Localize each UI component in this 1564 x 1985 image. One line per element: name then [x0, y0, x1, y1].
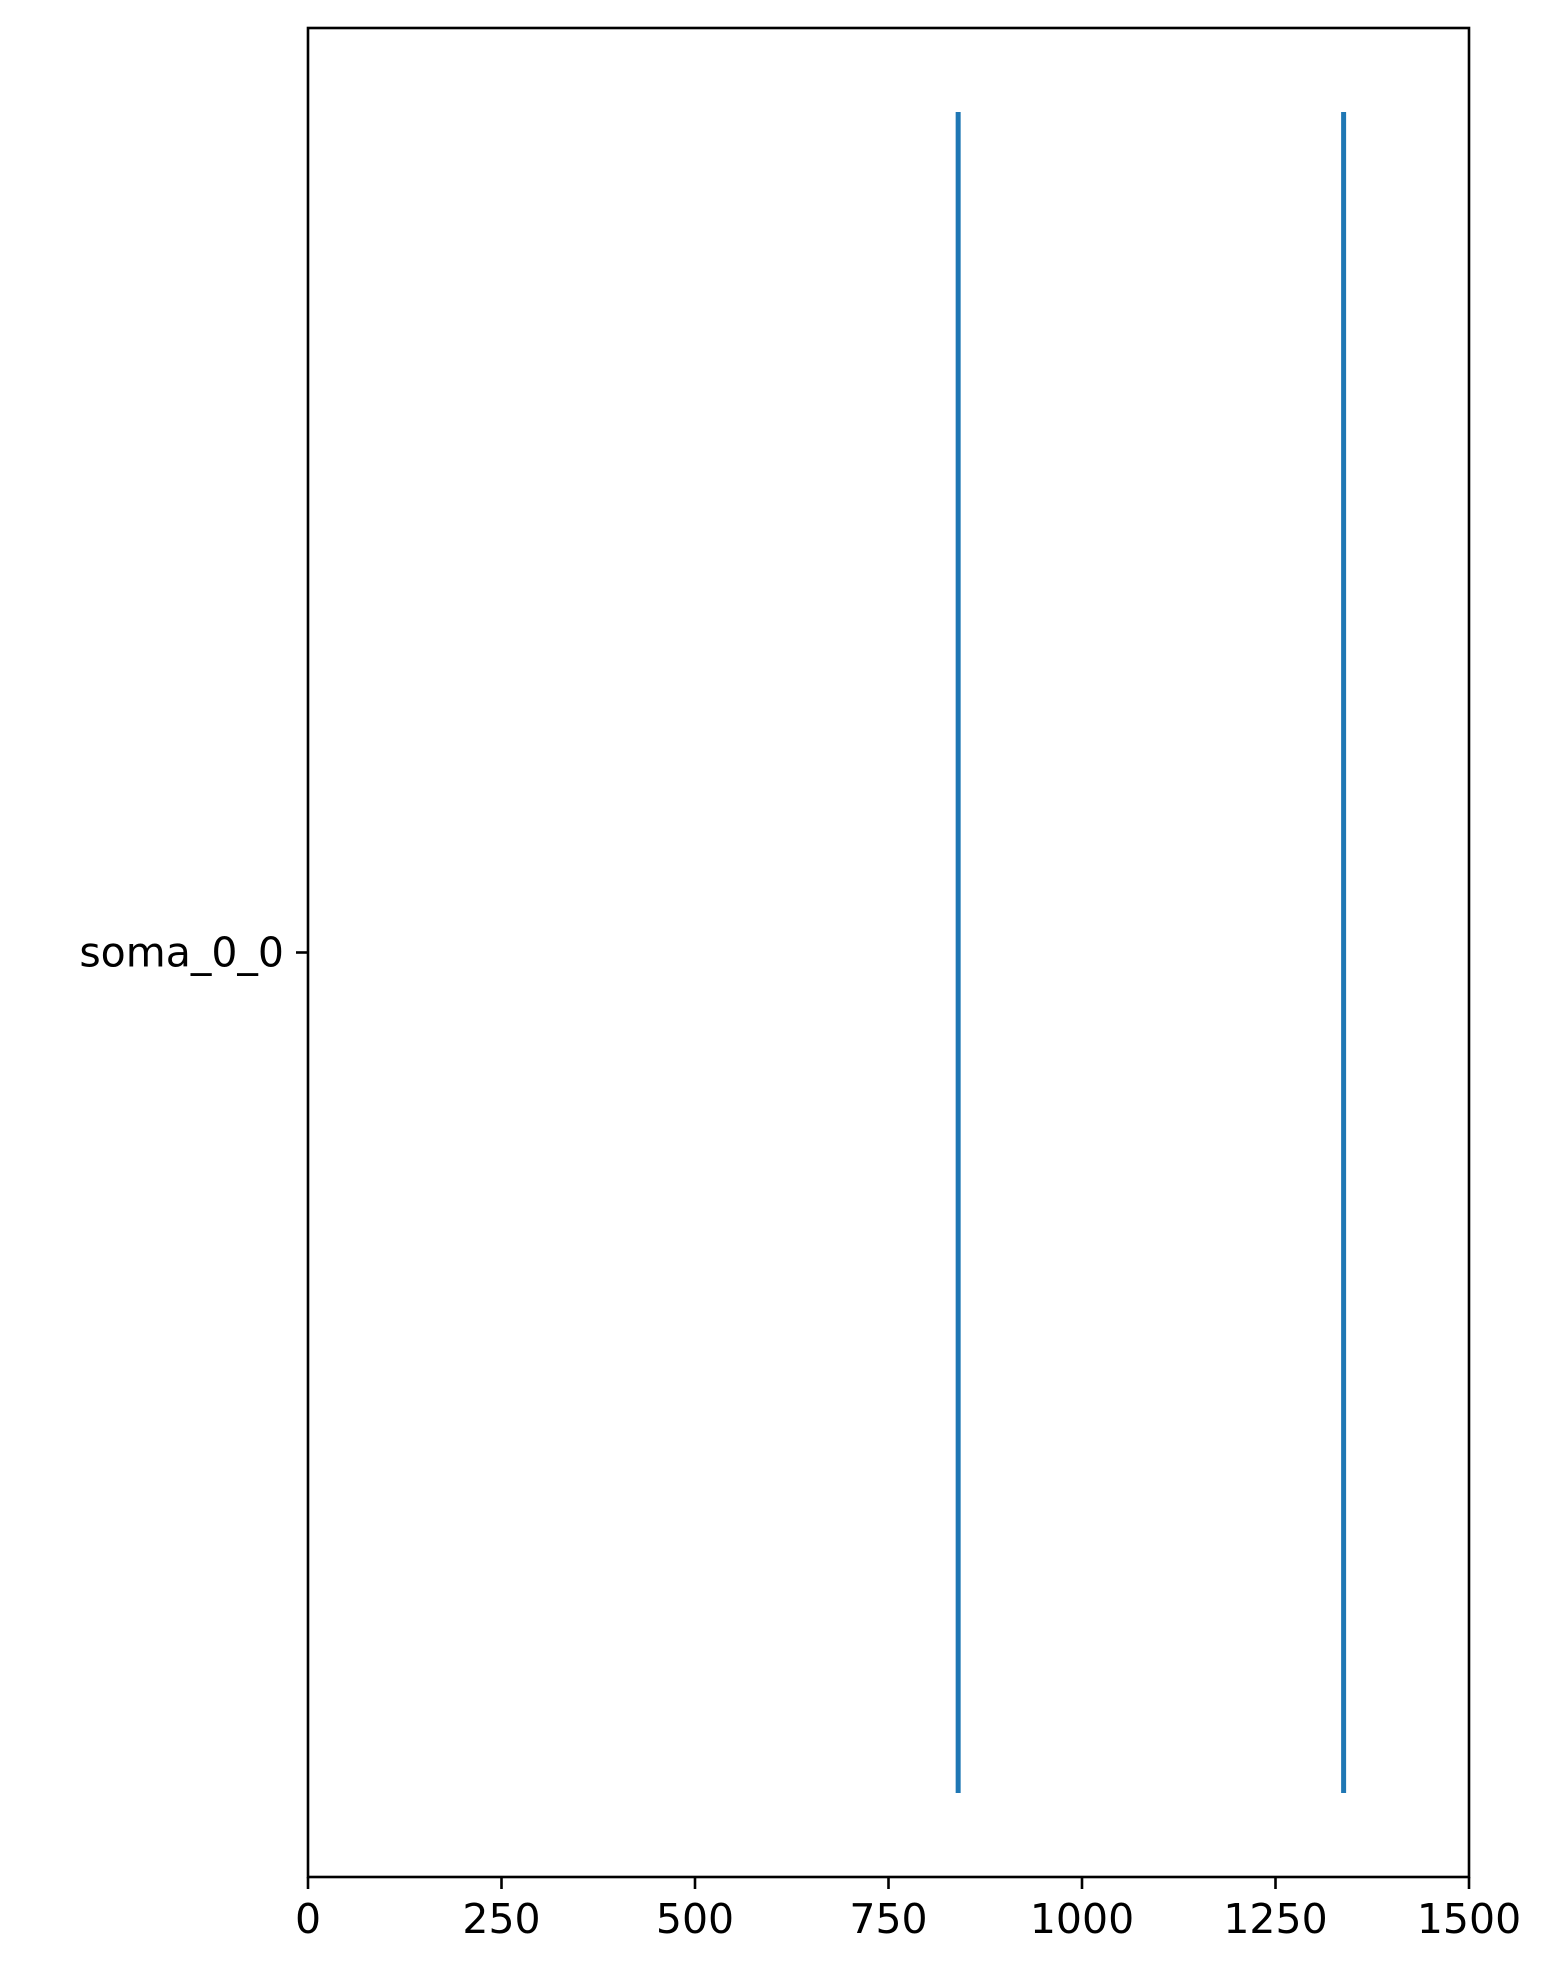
- plot-area: [308, 28, 1469, 1877]
- x-axis-ticks: 0 250 500 750 1000 1250 1500: [295, 1877, 1521, 1943]
- x-tick-label: 750: [849, 1895, 927, 1943]
- event-lines: [955, 112, 1347, 1793]
- x-tick-label: 0: [295, 1895, 321, 1943]
- y-tick-label: soma_0_0: [79, 929, 284, 977]
- x-tick-label: 250: [462, 1895, 540, 1943]
- x-tick-label: 500: [656, 1895, 734, 1943]
- x-tick-label: 1000: [1030, 1895, 1134, 1943]
- x-tick-label: 1500: [1417, 1895, 1521, 1943]
- x-tick-label: 1250: [1223, 1895, 1327, 1943]
- axes-frame: [306, 26, 1471, 1879]
- y-axis-ticks: soma_0_0: [79, 929, 308, 977]
